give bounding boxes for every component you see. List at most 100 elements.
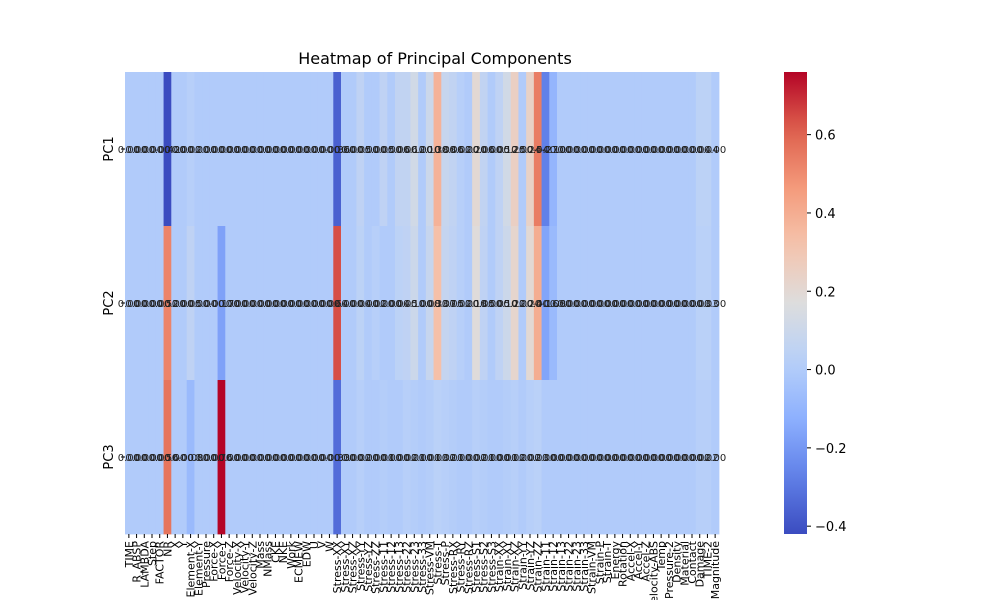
cell-annotation: 0.00	[511, 299, 533, 310]
heatmap-cell	[387, 226, 396, 381]
heatmap-cell	[132, 380, 141, 535]
cell-annotation: 0.00	[318, 453, 340, 464]
cell-annotation: 0.00	[295, 145, 317, 156]
cell-annotation: 0.00	[264, 299, 286, 310]
heatmap-cell	[179, 226, 188, 381]
heatmap-cell	[618, 72, 627, 227]
heatmap-cell	[317, 226, 326, 381]
column-label: EDW	[300, 541, 313, 567]
heatmap-cell	[626, 226, 635, 381]
cell-annotation: 0.02	[349, 453, 371, 464]
column-label: Contact	[686, 540, 699, 583]
cell-annotation: 0.00	[642, 453, 664, 464]
heatmap-cell	[294, 72, 303, 227]
heatmap-cell	[533, 380, 542, 535]
cell-annotation: 0.00	[149, 145, 171, 156]
cell-annotation: 0.00	[334, 145, 356, 156]
column-label: Stress-YZ	[362, 541, 375, 592]
heatmap-cell	[518, 72, 527, 227]
heatmap-cell	[240, 380, 249, 535]
heatmap-cell	[441, 380, 450, 535]
cell-annotation: 0.00	[303, 453, 325, 464]
cell-annotation: 0.00	[457, 145, 479, 156]
cell-annotation: 0.00	[249, 453, 271, 464]
heatmap-cell	[155, 226, 164, 381]
cell-annotation: 0.00	[233, 145, 255, 156]
heatmap-cell	[680, 72, 689, 227]
colorbar	[784, 72, 807, 534]
cell-annotation: 0.00	[596, 453, 618, 464]
heatmap-cell	[672, 226, 681, 381]
column-label: Rotation	[617, 541, 630, 587]
cell-annotation: 0.00	[611, 453, 633, 464]
cell-annotation: 0.00	[581, 145, 603, 156]
heatmap-cell	[217, 380, 226, 535]
cell-annotation: 0.22	[503, 299, 525, 310]
cell-annotation: 0.00	[203, 453, 225, 464]
column-label: Element-Y	[192, 541, 205, 596]
cell-annotation: 0.00	[380, 299, 402, 310]
cell-annotation: 0.00	[172, 453, 194, 464]
colorbar-tick-label: 0.6	[815, 129, 836, 144]
cell-annotation: 0.00	[604, 299, 626, 310]
cell-annotation: 0.00	[249, 299, 271, 310]
cell-annotation: 0.00	[650, 145, 672, 156]
column-label: Strain-XX	[493, 541, 506, 593]
column-label: Pressure-2	[663, 541, 676, 599]
heatmap-cell	[479, 72, 488, 227]
cell-annotation: 0.03	[426, 453, 448, 464]
heatmap-cell	[487, 72, 496, 227]
chart-title: Heatmap of Principal Components	[298, 49, 572, 68]
colorbar-tick-label: 0.2	[815, 285, 836, 300]
heatmap-cell	[379, 226, 388, 381]
cell-annotation: 0.01	[496, 453, 518, 464]
heatmap-cell	[711, 226, 720, 381]
column-label: Strain-11	[539, 541, 552, 592]
heatmap-cell	[572, 226, 581, 381]
heatmap-cell	[564, 226, 573, 381]
cell-annotation: 0.00	[257, 453, 279, 464]
heatmap-cell	[503, 380, 512, 535]
cell-annotation: 0.00	[573, 453, 595, 464]
heatmap-cell	[240, 72, 249, 227]
cell-annotation: 0.05	[488, 299, 510, 310]
column-label: Velocity-X	[231, 541, 244, 595]
cell-annotation: 0.00	[681, 145, 703, 156]
heatmap-cell	[711, 72, 720, 227]
cell-annotation: 0.00	[233, 453, 255, 464]
heatmap-cell	[194, 226, 203, 381]
heatmap-cell	[356, 72, 365, 227]
heatmap-cell	[287, 226, 296, 381]
cell-annotation: 0.54	[527, 145, 549, 156]
cell-annotation: 0.00	[125, 453, 147, 464]
heatmap-cell	[641, 226, 650, 381]
heatmap-cell	[495, 72, 504, 227]
cell-annotation: 0.00	[210, 145, 232, 156]
heatmap-cell	[618, 380, 627, 535]
cell-annotation: 0.00	[226, 145, 248, 156]
heatmap-cell-annotations: 0.000.000.000.000.00-0.420.000.000.020.0…	[118, 145, 727, 464]
column-label: Stress-RY	[455, 541, 468, 593]
cell-annotation: 0.00	[303, 145, 325, 156]
column-label: Pressure	[200, 541, 213, 588]
column-label: ECMEW	[293, 541, 306, 583]
heatmap-cell	[495, 226, 504, 381]
cell-annotation: 0.00	[149, 453, 171, 464]
cell-annotation: 0.00	[457, 453, 479, 464]
cell-annotation: 0.00	[627, 145, 649, 156]
heatmap-cell	[425, 226, 434, 381]
cell-annotation: 0.00	[449, 453, 471, 464]
cell-annotation: 0.00	[280, 453, 302, 464]
heatmap-cell	[626, 380, 635, 535]
cell-annotation: 0.00	[295, 453, 317, 464]
heatmap-cell	[171, 380, 180, 535]
heatmap-cell	[271, 226, 280, 381]
cell-annotation: 0.00	[627, 453, 649, 464]
heatmap-cell	[572, 380, 581, 535]
cell-annotation: -0.10	[540, 145, 566, 156]
heatmap-cell	[641, 380, 650, 535]
heatmap-cell	[325, 72, 334, 227]
cell-annotation: 0.05	[442, 299, 464, 310]
heatmap-cell	[171, 72, 180, 227]
